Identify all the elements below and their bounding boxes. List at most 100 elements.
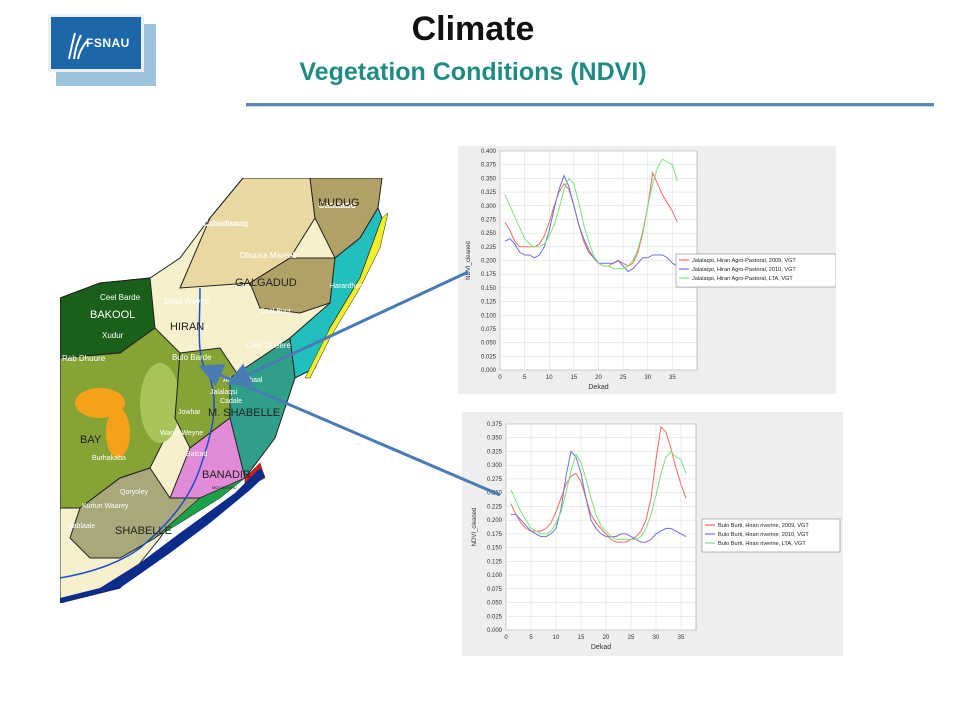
map-label-xudur: Xudur (102, 331, 124, 340)
y-tick-label: 0.075 (487, 587, 503, 593)
map-label-bulo-barde: Bulo Barde (172, 353, 212, 362)
x-axis-label: Dekad (588, 384, 608, 391)
x-tick-label: 15 (578, 635, 585, 641)
y-tick-label: 0.300 (481, 204, 497, 210)
legend-entry-2: Jalalaqsi, Hiran Agro-Pastoral, LTA, VGT (692, 276, 793, 282)
y-tick-label: 0.325 (487, 449, 503, 455)
somalia-region-map: Cadaado Cabudwaaq MUDUG MUDUG MUDUG MUDU… (60, 178, 389, 603)
series-line-2 (504, 158, 678, 270)
region-mudug-label: MUDUG (318, 197, 360, 209)
y-tick-label: 0.275 (487, 477, 503, 483)
x-tick-label: 10 (546, 375, 553, 381)
y-tick-label: 0.175 (487, 532, 503, 538)
map-label-burhakaba: Burhakaba (92, 455, 126, 462)
x-axis-label: Dekad (591, 644, 611, 651)
map-label-harardheere: Harardheere (330, 283, 369, 290)
y-tick-label: 0.375 (481, 163, 497, 169)
map-label-aden-yabaal: Aden Yabaal (223, 377, 263, 384)
x-tick-label: 5 (523, 375, 527, 381)
x-tick-label: 35 (678, 635, 685, 641)
x-tick-label: 25 (628, 635, 635, 641)
y-tick-label: 0.000 (487, 628, 503, 634)
legend-entry-2: Bulo Burti, Hiran riverine, LTA, VGT (718, 541, 806, 547)
x-tick-label: 15 (571, 375, 578, 381)
map-label-jalalaqsi: Jalalaqsi (210, 389, 238, 396)
region-bay-label: BAY (80, 434, 102, 446)
y-tick-label: 0.275 (481, 217, 497, 223)
map-label-ceel-barde: Ceel Barde (100, 293, 141, 302)
legend-box (701, 518, 841, 553)
x-tick-label: 20 (595, 375, 602, 381)
legend-entry-1: Jalalaqsi, Hiran Agro-Pastoral, 2010, VG… (692, 267, 796, 273)
region-hiran-label: HIRAN (170, 321, 204, 333)
map-label-rab-dhuure: Rab Dhuure (62, 354, 106, 363)
x-tick-label: 30 (644, 375, 651, 381)
x-tick-label: 0 (498, 375, 502, 381)
page-title: Climate (411, 10, 535, 48)
ndvi-chart-bulo-burti-svg: 0.000 0.025 0.050 0.075 0.100 0.125 0.150 0.175… (472, 422, 841, 651)
page-subtitle: Vegetation Conditions (NDVI) (299, 58, 647, 86)
y-tick-label: 0.250 (487, 491, 503, 497)
y-tick-label: 0.325 (481, 190, 497, 196)
map-label-mogadishu: MOGADISHU (212, 485, 237, 490)
x-tick-label: 25 (620, 375, 627, 381)
y-tick-label: 0.000 (481, 368, 497, 374)
y-tick-label: 0.125 (487, 559, 503, 565)
region-m-shabelle-label: M. SHABELLE (208, 407, 280, 419)
y-tick-label: 0.150 (481, 286, 497, 292)
y-tick-label: 0.250 (481, 231, 497, 237)
legend-box (675, 253, 836, 288)
map-label-dhuusa-mareeb: Dhuusa Mareeb (240, 251, 297, 260)
x-tick-label: 5 (529, 635, 533, 641)
y-tick-label: 0.050 (487, 601, 503, 607)
series-line-0 (510, 425, 687, 543)
y-tick-label: 0.125 (481, 300, 497, 306)
x-tick-label: 35 (669, 375, 676, 381)
region-galgadud-label: GALGADUD (235, 277, 297, 289)
series-line-2 (510, 450, 687, 540)
y-tick-label: 0.025 (487, 614, 503, 620)
legend-entry-0: Jalalaqsi, Hiran Agro-Pastoral, 2009, VG… (692, 258, 796, 264)
y-tick-label: 0.150 (487, 546, 503, 552)
y-tick-label: 0.300 (487, 463, 503, 469)
wheat-icon (68, 32, 88, 60)
x-tick-label: 30 (653, 635, 660, 641)
title-rule (246, 103, 934, 107)
map-label-cadaado: Cadaado (318, 200, 357, 210)
map-label-qoryoley: Qoryoley (120, 489, 149, 496)
y-tick-label: 0.050 (481, 341, 497, 347)
region-shabelle-label: SHABELLE (115, 525, 172, 537)
y-tick-label: 0.025 (481, 354, 497, 360)
x-tick-label: 0 (504, 635, 508, 641)
ndvi-chart-jalalaqsi: 0.000 0.025 0.050 0.075 0.100 0.125 0.150 0.175… (458, 146, 836, 394)
y-tick-label: 0.375 (487, 422, 503, 428)
legend-entry-1: Bulo Burti, Hiran riverine, 2010, VGT (718, 532, 809, 538)
region-bakool-label: BAKOOL (90, 309, 135, 321)
y-tick-label: 0.200 (487, 518, 503, 524)
legend-entry-0: Bulo Burti, Hiran riverine, 2009, VGT (718, 523, 809, 529)
map-label-belet-weyne: Belet Weyne (164, 297, 210, 306)
series-line-1 (511, 450, 687, 543)
map-label-jowhar: Jowhar (178, 409, 201, 416)
logo-text: FSNAU (86, 36, 130, 50)
x-tick-label: 20 (603, 635, 610, 641)
map-label-cabudwaaq: Cabudwaaq (203, 219, 248, 228)
y-tick-label: 0.350 (487, 436, 503, 442)
y-tick-label: 0.400 (481, 149, 497, 155)
y-tick-label: 0.200 (481, 259, 497, 265)
series-line-1 (504, 174, 678, 273)
logo-box (48, 14, 144, 72)
map-label-ceel-dheere: Ceel Dheere (246, 341, 291, 350)
map-label-cadale: Cadale (220, 398, 242, 405)
region-banadir-label: BANADIR (202, 469, 251, 481)
map-label-wanla-weyne: Wanla Weyne (160, 430, 203, 437)
map-label-ceel-buur: Ceel Buur (260, 308, 292, 315)
y-tick-label: 0.100 (487, 573, 503, 579)
ndvi-chart-jalalaqsi-svg: 0.000 0.025 0.050 0.075 0.100 0.125 0.150 0.175… (466, 149, 836, 391)
y-axis-label: NDVI_cleaned (472, 508, 478, 547)
plot-area (505, 423, 697, 631)
map-label-kurtun-waarey: Kurtun Waarey (82, 503, 129, 510)
y-tick-label: 0.350 (481, 176, 497, 182)
y-tick-label: 0.100 (481, 313, 497, 319)
y-axis-label: NDVI_cleaned (466, 241, 472, 280)
